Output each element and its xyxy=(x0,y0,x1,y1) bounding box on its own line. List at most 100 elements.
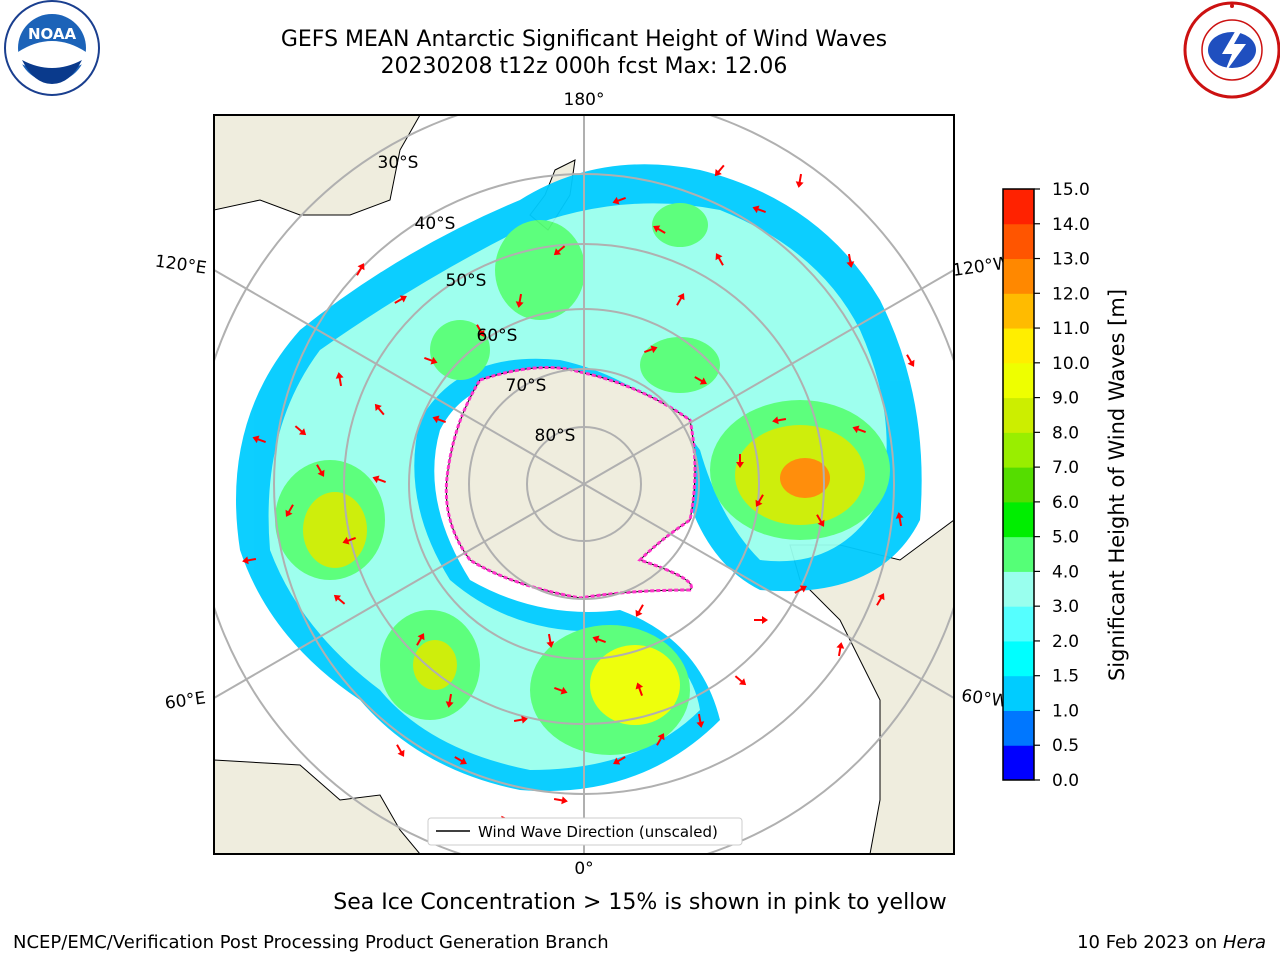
credit-date-text: 10 Feb 2023 on xyxy=(1077,932,1223,953)
wave-direction-arrow xyxy=(752,205,766,214)
colorbar-tick-label: 6.0 xyxy=(1052,493,1079,513)
colorbar-frame xyxy=(1002,188,1035,781)
colorbar-segment xyxy=(1003,397,1034,433)
chart-subtitle: 20230208 t12z 000h fcst Max: 12.06 xyxy=(380,54,788,79)
colorbar-segment xyxy=(1003,536,1034,572)
wave-direction-arrow xyxy=(252,435,266,444)
wave-direction-arrow xyxy=(694,376,707,385)
wave-direction-arrow xyxy=(554,686,568,695)
wave-direction-arrow xyxy=(445,693,454,708)
land-mass-australia xyxy=(214,115,421,216)
colorbar-segment xyxy=(1003,258,1034,294)
wave-direction-arrow xyxy=(755,494,764,507)
wave-direction-arrow xyxy=(294,425,307,436)
wave-direction-arrow xyxy=(715,253,724,266)
colorbar-segment xyxy=(1003,328,1034,364)
lat-label-50s: 50°S xyxy=(446,271,487,291)
colorbar-segment xyxy=(1003,362,1034,399)
wave-direction-arrow xyxy=(612,196,626,205)
wave-direction-arrow xyxy=(335,372,344,387)
wave-direction-arrow xyxy=(553,796,568,805)
colorbar-segment xyxy=(1003,675,1034,711)
colorbar-tick-label: 3.0 xyxy=(1052,597,1079,617)
colorbar-tick-label: 5.0 xyxy=(1052,528,1079,548)
colorbar-segment xyxy=(1003,432,1034,468)
colorbar-tick-label: 11.0 xyxy=(1052,319,1090,339)
wave-direction-arrow xyxy=(424,356,438,365)
colorbar-segment xyxy=(1003,189,1034,225)
wave-direction-arrow xyxy=(454,756,467,765)
colorbar-segment xyxy=(1003,501,1034,538)
svg-text:NOAA: NOAA xyxy=(28,25,77,43)
wave-direction-arrow xyxy=(644,345,658,354)
wave-direction-arrows xyxy=(242,164,915,824)
colorbar-tick-label: 13.0 xyxy=(1052,250,1090,270)
wave-direction-arrow xyxy=(816,514,825,527)
colorbar-tick-label: 0.5 xyxy=(1052,736,1079,756)
credit-date: 10 Feb 2023 on Hera xyxy=(1077,932,1266,953)
map-content xyxy=(214,115,954,854)
wave-direction-arrow xyxy=(374,403,385,416)
wave-direction-arrow xyxy=(635,604,644,617)
colorbar-segment xyxy=(1003,606,1034,642)
wave-direction-arrow xyxy=(836,642,845,657)
credit-host: Hera xyxy=(1222,932,1266,953)
wave-direction-arrow xyxy=(546,633,555,648)
colorbar-segment xyxy=(1003,745,1034,781)
wave-direction-arrow xyxy=(696,713,705,728)
colorbar-segment xyxy=(1003,710,1034,746)
graticule xyxy=(214,115,954,854)
wave-direction-arrow xyxy=(316,464,325,477)
colorbar-tick-label: 15.0 xyxy=(1052,180,1090,200)
lat-label-30s: 30°S xyxy=(378,153,419,173)
colorbar-tick-label: 10.0 xyxy=(1052,354,1090,374)
colorbar-tick-label: 0.0 xyxy=(1052,771,1079,791)
nws-logo-icon xyxy=(1183,1,1280,99)
lon-label-120e: 120°E xyxy=(154,252,208,279)
wave-direction-arrow xyxy=(613,756,626,765)
colorbar-tick-label: 7.0 xyxy=(1052,458,1079,478)
colorbar: 0.0 0.5 1.0 1.5 2.0 3.0 4.0 5.0 6.0 7.0 8.0 9.0 10.0… xyxy=(1002,180,1090,791)
wave-direction-arrow xyxy=(342,536,356,545)
sea-ice-note: Sea Ice Concentration > 15% is shown in … xyxy=(333,890,947,915)
lon-label-0: 0° xyxy=(574,859,593,879)
wave-direction-arrow xyxy=(714,164,725,177)
wave-direction-arrow xyxy=(734,675,747,686)
chart-title: GEFS MEAN Antarctic Significant Height o… xyxy=(280,27,888,52)
wave-direction-arrow xyxy=(676,293,685,306)
colorbar-tick-label: 8.0 xyxy=(1052,423,1079,443)
wave-direction-arrow xyxy=(772,416,787,425)
lat-label-40s: 40°S xyxy=(415,214,456,234)
wave-direction-arrow xyxy=(553,245,566,256)
wave-direction-arrow xyxy=(432,415,446,424)
wave-direction-arrow xyxy=(476,324,485,337)
wave-direction-arrow xyxy=(396,744,405,757)
wave-direction-arrow xyxy=(372,475,386,484)
lat-label-60s: 60°S xyxy=(477,326,518,346)
wave-direction-arrow xyxy=(876,593,885,606)
wave-direction-arrow xyxy=(795,173,804,188)
colorbar-tick-label: 14.0 xyxy=(1052,215,1090,235)
sea-ice-edge xyxy=(444,366,697,600)
colorbar-tick-label: 12.0 xyxy=(1052,284,1090,304)
credit-organization: NCEP/EMC/Verification Post Processing Pr… xyxy=(13,932,609,953)
wave-direction-arrow xyxy=(895,512,904,527)
colorbar-label: Significant Height of Wind Waves [m] xyxy=(1105,289,1129,681)
wave-direction-arrow xyxy=(656,733,665,746)
wave-direction-arrow xyxy=(794,585,807,594)
noaa-logo-icon: NOAA xyxy=(4,0,100,96)
colorbar-tick-label: 1.5 xyxy=(1052,667,1079,687)
map-frame xyxy=(213,114,955,855)
wave-direction-arrow xyxy=(592,635,606,644)
lat-label-80s: 80°S xyxy=(535,426,576,446)
wave-direction-arrow xyxy=(653,225,666,234)
lon-label-180: 180° xyxy=(564,90,605,110)
colorbar-tick-label: 9.0 xyxy=(1052,389,1079,409)
lat-label-70s: 70°S xyxy=(506,376,547,396)
lon-label-60e: 60°E xyxy=(164,688,207,713)
wave-direction-arrow xyxy=(513,715,528,724)
wave-direction-arrow xyxy=(285,504,294,517)
wave-direction-arrow xyxy=(242,556,257,565)
wave-direction-arrow xyxy=(754,616,768,624)
wave-direction-arrow xyxy=(416,633,425,646)
